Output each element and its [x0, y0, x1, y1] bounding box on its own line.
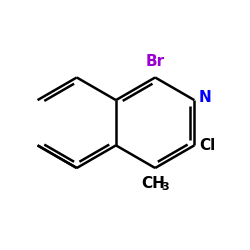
Text: Br: Br — [146, 54, 165, 69]
Text: Cl: Cl — [199, 138, 215, 153]
Text: 3: 3 — [161, 182, 169, 192]
Text: N: N — [199, 90, 212, 105]
Text: CH: CH — [141, 176, 165, 191]
